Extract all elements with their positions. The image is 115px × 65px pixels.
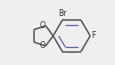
Text: O: O xyxy=(39,41,45,50)
Text: O: O xyxy=(39,21,45,30)
Text: Br: Br xyxy=(58,9,66,18)
Text: F: F xyxy=(90,31,95,40)
